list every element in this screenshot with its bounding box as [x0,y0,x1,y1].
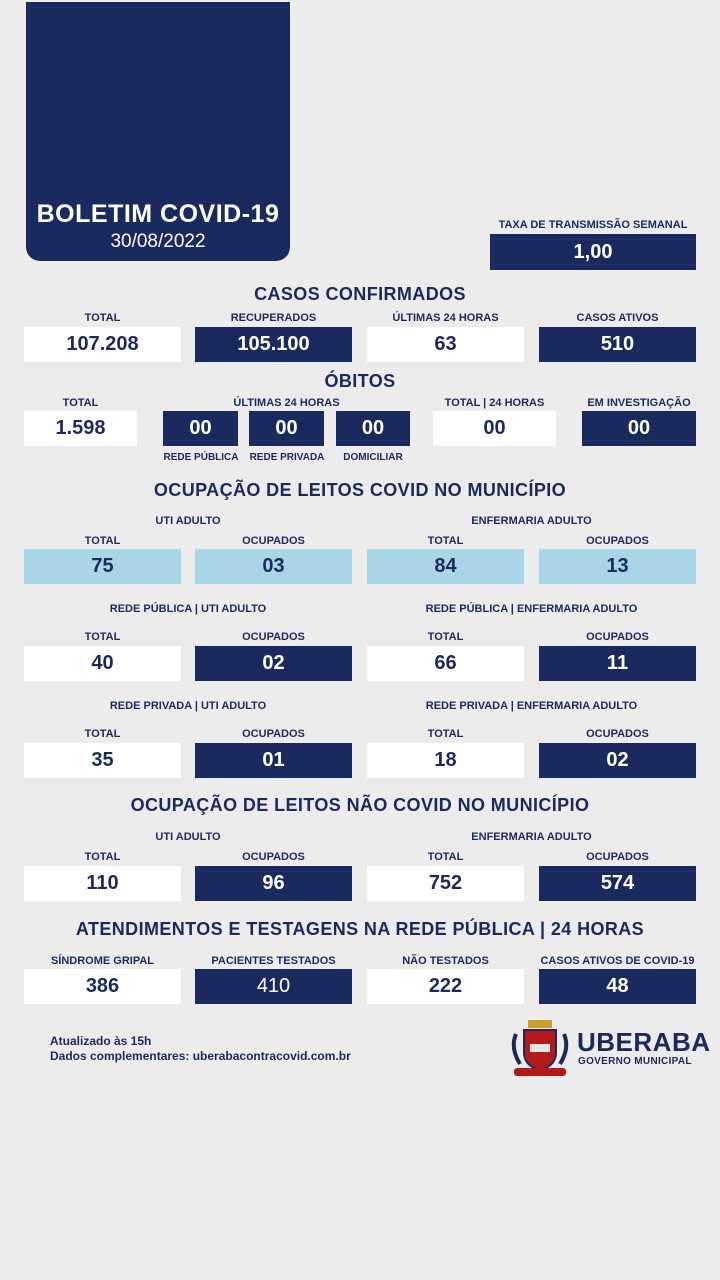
casos-recuperados-value: 105.100 [195,327,352,362]
obitos-rede-privada-label: REDE PRIVADA [249,452,325,463]
footer-updated: Atualizado às 15h [50,1034,152,1048]
city-coat-of-arms-icon [506,1018,574,1080]
obitos-rede-publica-label: REDE PÚBLICA [163,452,239,463]
pub-enf-total: 66 [367,646,524,681]
col-label: TOTAL [427,631,464,643]
col-label: OCUPADOS [242,851,305,863]
naocovid-enf-ocupados: 574 [539,866,696,901]
obitos-total-label: TOTAL [62,397,99,409]
taxa-value: 1,00 [490,234,696,270]
brand-sub: GOVERNO MUNICIPAL [578,1056,692,1067]
atend-title: ATENDIMENTOS E TESTAGENS NA REDE PÚBLICA… [75,919,645,939]
naocovid-enf-label: ENFERMARIA ADULTO [471,831,592,843]
pub-enf-label: REDE PÚBLICA | ENFERMARIA ADULTO [425,603,638,615]
col-label: OCUPADOS [586,535,649,547]
covid-uti-label: UTI ADULTO [155,515,221,527]
col-label: OCUPADOS [586,851,649,863]
bulletin-title: BOLETIM COVID-19 [36,200,280,228]
obitos-total24-value: 00 [433,411,556,446]
obitos-24h-label: ÚLTIMAS 24 HORAS [233,397,340,409]
atend-gripal-value: 386 [24,969,181,1004]
casos-title: CASOS CONFIRMADOS [254,284,466,304]
col-label: TOTAL [84,851,121,863]
priv-enf-ocupados: 02 [539,743,696,778]
obitos-rede-privada-value: 00 [249,411,324,446]
casos-total-value: 107.208 [24,327,181,362]
obitos-investigacao-label: EM INVESTIGAÇÃO [587,397,691,409]
brand-name: UBERABA [577,1027,711,1057]
covid-title: OCUPAÇÃO DE LEITOS COVID NO MUNICÍPIO [153,480,567,500]
covid-uti-ocupados: 03 [195,549,352,584]
atend-gripal-label: SÍNDROME GRIPAL [50,955,155,967]
priv-uti-ocupados: 01 [195,743,352,778]
col-label: OCUPADOS [586,728,649,740]
covid-enf-label: ENFERMARIA ADULTO [471,515,592,527]
atend-testados-label: PACIENTES TESTADOS [211,955,336,967]
col-label: TOTAL [84,728,121,740]
obitos-title: ÓBITOS [324,371,396,391]
naocovid-uti-total: 110 [24,866,181,901]
taxa-label: TAXA DE TRANSMISSÃO SEMANAL [498,219,688,231]
obitos-investigacao-value: 00 [582,411,696,446]
priv-enf-label: REDE PRIVADA | ENFERMARIA ADULTO [425,700,638,712]
bulletin-date: 30/08/2022 [110,231,206,252]
col-label: TOTAL [427,728,464,740]
casos-ativos-label: CASOS ATIVOS [576,312,659,324]
covid-uti-total: 75 [24,549,181,584]
col-label: TOTAL [427,851,464,863]
covid-enf-ocupados: 13 [539,549,696,584]
casos-recuperados-label: RECUPERADOS [230,312,317,324]
col-label: TOTAL [84,535,121,547]
atend-testados-value: 410 [195,969,352,1004]
col-label: OCUPADOS [242,535,305,547]
pub-enf-ocupados: 11 [539,646,696,681]
col-label: OCUPADOS [586,631,649,643]
pub-uti-ocupados: 02 [195,646,352,681]
obitos-total-value: 1.598 [24,411,137,446]
priv-enf-total: 18 [367,743,524,778]
obitos-domiciliar-label: DOMICILIAR [343,452,403,463]
naocovid-title: OCUPAÇÃO DE LEITOS NÃO COVID NO MUNICÍPI… [130,795,590,815]
col-label: OCUPADOS [242,728,305,740]
priv-uti-total: 35 [24,743,181,778]
atend-nao-testados-value: 222 [367,969,524,1004]
col-label: TOTAL [427,535,464,547]
priv-uti-label: REDE PRIVADA | UTI ADULTO [109,700,267,712]
footer-complement: Dados complementares: uberabacontracovid… [50,1049,351,1063]
casos-ativos-value: 510 [539,327,696,362]
covid-enf-total: 84 [367,549,524,584]
obitos-domiciliar-value: 00 [336,411,410,446]
atend-nao-testados-label: NÃO TESTADOS [402,955,489,967]
naocovid-uti-label: UTI ADULTO [155,831,221,843]
atend-ativos-value: 48 [539,969,696,1004]
col-label: TOTAL [84,631,121,643]
col-label: OCUPADOS [242,631,305,643]
atend-ativos-label: CASOS ATIVOS DE COVID-19 [540,955,695,967]
casos-total-label: TOTAL [84,312,121,324]
obitos-rede-publica-value: 00 [163,411,238,446]
header-banner: BOLETIM COVID-19 30/08/2022 [26,2,290,261]
naocovid-uti-ocupados: 96 [195,866,352,901]
casos-24h-value: 63 [367,327,524,362]
pub-uti-total: 40 [24,646,181,681]
naocovid-enf-total: 752 [367,866,524,901]
casos-24h-label: ÚLTIMAS 24 HORAS [392,312,499,324]
obitos-total24-label: TOTAL | 24 HORAS [444,397,545,409]
pub-uti-label: REDE PÚBLICA | UTI ADULTO [109,603,267,615]
